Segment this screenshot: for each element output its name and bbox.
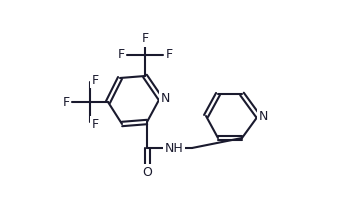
Text: O: O <box>142 166 152 179</box>
Text: F: F <box>165 49 172 61</box>
Text: F: F <box>62 95 70 108</box>
Text: N: N <box>160 92 170 105</box>
Text: F: F <box>91 117 99 130</box>
Text: N: N <box>258 110 268 123</box>
Text: F: F <box>141 33 149 46</box>
Text: F: F <box>117 49 125 61</box>
Text: NH: NH <box>165 141 183 155</box>
Text: F: F <box>91 74 99 87</box>
